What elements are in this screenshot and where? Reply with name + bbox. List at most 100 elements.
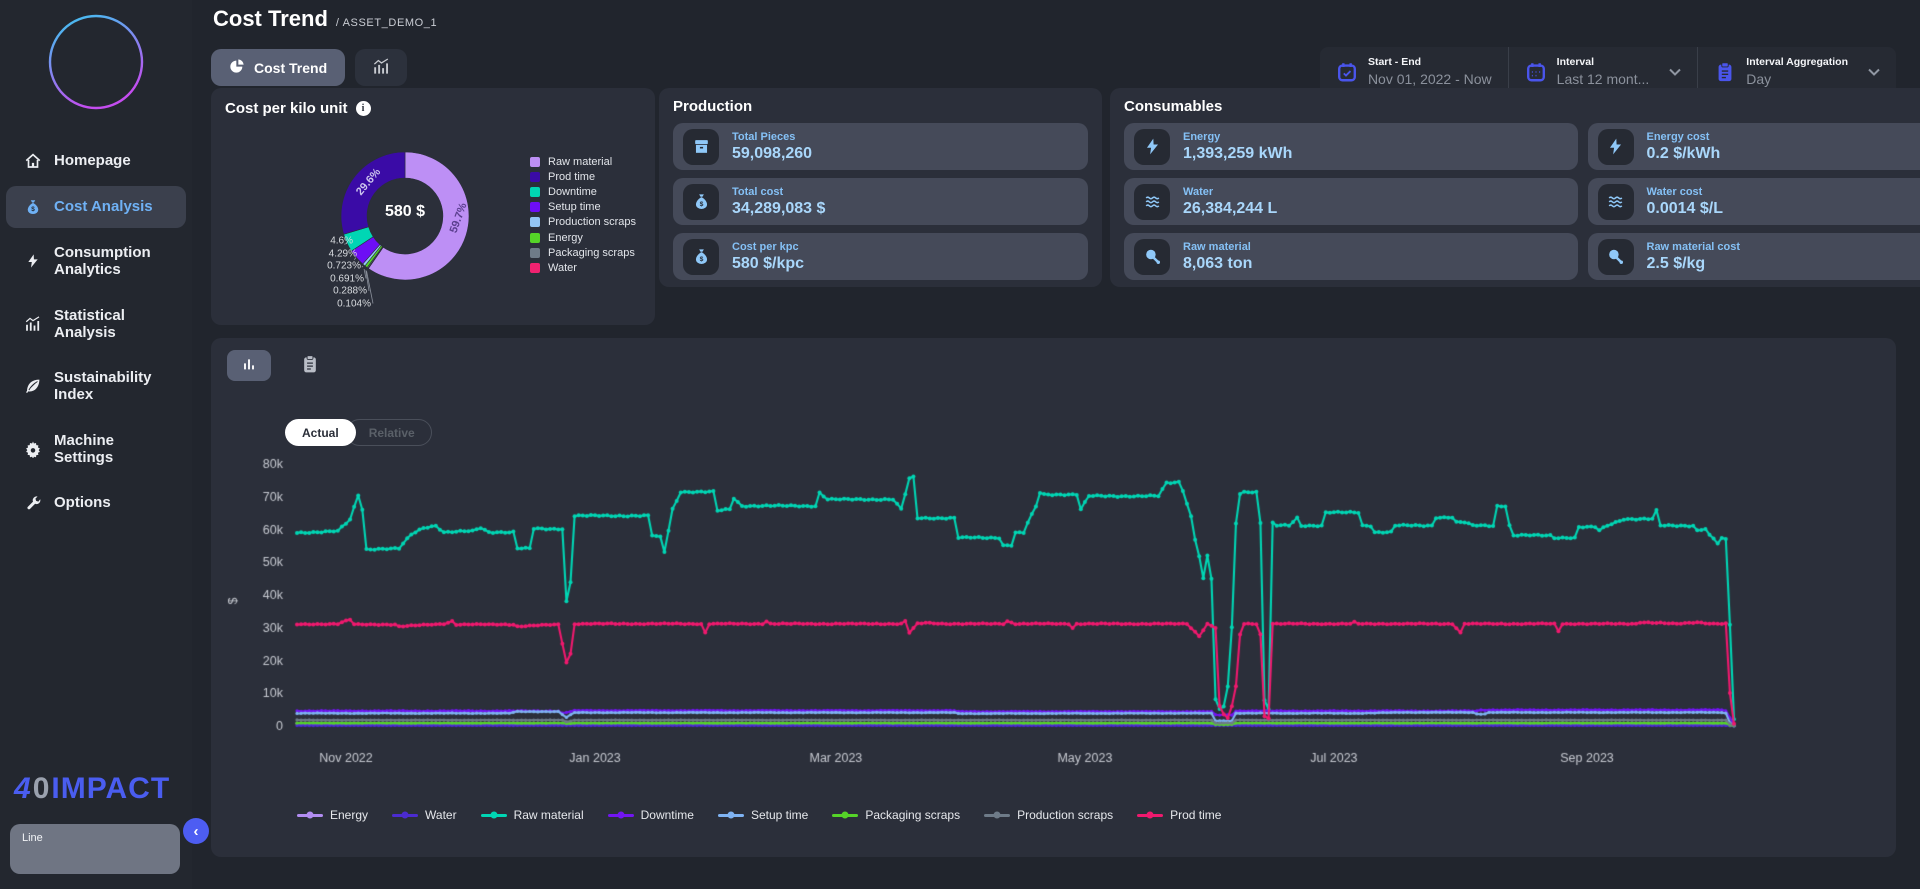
trend-legend-item-setup-time[interactable]: Setup time [717,808,808,822]
relative-toggle-button[interactable]: Relative [345,419,432,446]
sidebar-item-options[interactable]: Options [6,482,186,524]
donut-legend: Raw material Prod time Downtime Setup time P… [530,154,636,276]
legend-label: Energy [330,808,369,822]
legend-swatch [984,811,1011,819]
tile-label: Water cost [1646,185,1703,198]
tile-value: 0.0014 $/L [1646,199,1724,217]
chart-view-tab[interactable] [227,350,271,381]
sidebar-item-label: Options [54,494,111,512]
donut-pct-label: 0.104% [337,298,371,309]
trend-legend-item-water[interactable]: Water [392,808,457,822]
legend-label: Downtime [640,808,694,822]
line-tooltip-label: Line [22,832,43,844]
trend-chart-canvas[interactable] [219,450,1869,795]
tile-value: 580 $/kpc [732,254,805,272]
trend-legend-item-energy[interactable]: Energy [297,808,368,822]
total-pieces-tile: Total Pieces 59,098,260 [673,123,1088,170]
info-icon[interactable]: i [355,101,371,116]
trend-legend-item-production-scraps[interactable]: Production scraps [984,808,1113,822]
sidebar: Homepage $ Cost Analysis Consumption Analyt… [0,0,192,889]
donut-legend-item-downtime[interactable]: Downtime [530,184,636,199]
legend-label: Prod time [1170,808,1222,822]
trend-chart-legend: Energy Water Raw material Downtime Setup tim… [297,808,1221,822]
sidebar-item-statistical-analysis[interactable]: Statistical Analysis [6,295,186,354]
raw-material-cost-tile: Raw material cost 2.5 $/kg [1587,233,1920,280]
donut-pct-label: 0.723% [327,260,361,272]
water-cost-tile: Water cost 0.0014 $/L [1587,178,1920,225]
trend-legend-item-downtime[interactable]: Downtime [607,808,694,822]
raw-material-tile: Raw material 8,063 ton [1124,233,1578,280]
legend-label: Energy [548,231,583,244]
calendar-icon [1525,61,1547,83]
sidebar-item-consumption-analytics[interactable]: Consumption Analytics [6,232,186,291]
tile-label: Water [1183,185,1214,198]
wrench-icon [24,494,42,512]
leaf-icon [24,377,42,395]
sidebar-collapse-button[interactable]: ‹ [183,818,209,844]
donut-slice-prod-time[interactable] [340,151,406,235]
legend-swatch [297,811,323,819]
footer-logo-impact: IMPACT [51,772,171,805]
interval-value: Last 12 mont... [1556,71,1650,87]
bolt-icon [1134,128,1170,165]
tile-label: Energy [1183,130,1221,143]
sidebar-item-label: Statistical Analysis [54,306,125,341]
tile-value: 34,289,083 $ [732,199,826,217]
chart-view-tabs [227,350,1880,381]
legend-swatch [530,186,540,197]
cost-trend-tab-label: Cost Trend [254,59,328,76]
donut-legend-item-prod-time[interactable]: Prod time [530,169,636,184]
energy-cost-tile: Energy cost 0.2 $/kWh [1587,123,1920,170]
water-tile: Water 26,384,244 L [1124,178,1578,225]
start-end-picker[interactable]: Start - End Nov 01, 2022 - Now [1320,47,1508,96]
consumables-title: Consumables [1124,98,1223,115]
donut-legend-item-setup-time[interactable]: Setup time [530,200,636,215]
cost-per-kilo-card: Cost per kilo unit i 580 $ 4.6% 4.29% 0.72… [211,88,655,325]
donut-legend-item-raw-material[interactable]: Raw material [530,154,636,169]
donut-legend-item-water[interactable]: Water [530,260,636,275]
cost-donut-chart[interactable] [211,88,655,325]
sidebar-item-cost-analysis[interactable]: $ Cost Analysis [6,186,186,228]
donut-legend-item-energy[interactable]: Energy [530,230,636,245]
donut-slice-raw-material[interactable] [367,151,470,281]
sidebar-item-label: Consumption Analytics [54,244,151,279]
sidebar-item-homepage[interactable]: Homepage [6,140,186,182]
donut-legend-item-production-scraps[interactable]: Production scraps [530,215,636,230]
cost-trend-tab[interactable]: Cost Trend [211,49,346,86]
donut-pct-label: 0.691% [330,273,364,284]
filter-bar: Start - End Nov 01, 2022 - Now Interval … [1319,47,1896,96]
sidebar-item-sustainability-index[interactable]: Sustainability Index [6,357,186,416]
calendar-check-icon [1336,61,1358,83]
gear-icon [24,440,42,458]
tile-label: Energy cost [1646,130,1710,143]
tile-value: 2.5 $/kg [1646,254,1706,272]
breadcrumb: / ASSET_DEMO_1 [335,17,438,29]
bolt-icon [1597,128,1634,165]
pie-icon [229,58,245,77]
legend-swatch [607,811,634,819]
legend-swatch [1137,811,1164,819]
sidebar-item-label: Homepage [54,152,131,170]
donut-legend-item-packaging-scraps[interactable]: Packaging scraps [530,245,636,260]
trend-legend-item-packaging-scraps[interactable]: Packaging scraps [832,808,960,822]
legend-swatch [480,811,507,819]
actual-toggle-button[interactable]: Actual [285,419,356,446]
sidebar-nav: Homepage $ Cost Analysis Consumption Analyt… [0,138,192,526]
sidebar-item-label: Machine Settings [54,431,115,466]
box-icon [683,128,719,165]
trend-legend-item-prod-time[interactable]: Prod time [1137,808,1221,822]
interval-select[interactable]: Interval Last 12 mont... [1507,47,1698,96]
legend-swatch [530,171,540,182]
stats-view-tab[interactable] [355,49,408,86]
legend-swatch [530,202,540,213]
tile-label: Raw material [1183,240,1251,253]
aggregation-value: Day [1746,71,1772,87]
aggregation-select[interactable]: Interval Aggregation Day [1697,47,1896,96]
sidebar-item-label: Cost Analysis [54,198,153,216]
donut-center-value: 580 $ [384,203,426,220]
trend-legend-item-raw-material[interactable]: Raw material [480,808,584,822]
legend-label: Production scraps [1017,808,1114,822]
sidebar-item-machine-settings[interactable]: Machine Settings [6,420,186,479]
page-title: Cost Trend [213,6,328,31]
table-view-tab[interactable] [297,350,323,381]
